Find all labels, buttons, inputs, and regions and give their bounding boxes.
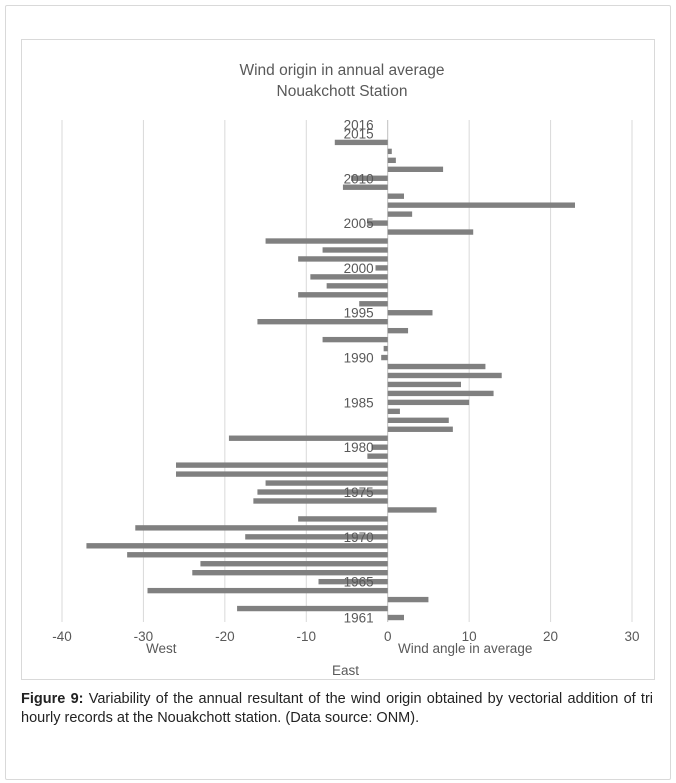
annotation-west: West bbox=[146, 641, 177, 656]
bar-2005 bbox=[367, 220, 388, 226]
bar-1993 bbox=[387, 327, 409, 334]
year-label: 2016 bbox=[344, 117, 374, 132]
bar-2011 bbox=[387, 166, 444, 172]
year-label: 2010 bbox=[344, 171, 374, 186]
chart-subtitle: Nouakchott Station bbox=[277, 83, 408, 100]
caption-text: Variability of the annual resultant of t… bbox=[21, 691, 653, 726]
x-tick-label: 30 bbox=[624, 629, 639, 644]
bar-2010 bbox=[351, 175, 388, 181]
bar-1999 bbox=[310, 274, 388, 280]
bar-1969 bbox=[86, 543, 388, 549]
bar-1967 bbox=[200, 561, 388, 567]
bar-1996 bbox=[359, 301, 388, 307]
year-label: 1970 bbox=[344, 530, 374, 545]
bar-1977 bbox=[176, 471, 388, 477]
bar-2009 bbox=[342, 184, 388, 190]
bar-1995 bbox=[387, 310, 433, 316]
bar-2003 bbox=[265, 238, 388, 244]
year-label: 1985 bbox=[344, 395, 374, 410]
x-tick-label: -10 bbox=[297, 629, 317, 644]
year-label: 1961 bbox=[344, 611, 374, 626]
bar-1968 bbox=[127, 552, 388, 558]
bar-1997 bbox=[298, 292, 388, 298]
bar-2006 bbox=[387, 211, 413, 217]
x-tick-label: -40 bbox=[52, 629, 72, 644]
bar-1966 bbox=[192, 570, 388, 576]
bar-1979 bbox=[367, 453, 388, 459]
bar-1976 bbox=[265, 480, 388, 486]
year-label: 2015 bbox=[344, 126, 374, 141]
bar-1961 bbox=[387, 614, 404, 621]
x-tick-label: 0 bbox=[384, 629, 392, 644]
bar-2000 bbox=[375, 265, 388, 271]
bar-1988 bbox=[387, 372, 502, 379]
x-tick-label: -20 bbox=[215, 629, 235, 644]
year-label: 2000 bbox=[344, 261, 374, 276]
annotation-wind-angle: Wind angle in average bbox=[398, 641, 532, 656]
year-label: 1980 bbox=[344, 440, 374, 455]
wind-origin-bar-chart: Wind origin in annual average Nouakchott… bbox=[52, 62, 639, 678]
bar-2013 bbox=[387, 148, 392, 155]
bar-2004 bbox=[387, 229, 474, 235]
year-label: 1965 bbox=[344, 575, 374, 590]
bar-1984 bbox=[387, 408, 400, 415]
bar-2007 bbox=[387, 202, 575, 208]
year-label: 1995 bbox=[344, 306, 374, 321]
bar-1970 bbox=[245, 534, 388, 540]
bar-1963 bbox=[387, 596, 429, 603]
bar-1965 bbox=[318, 578, 388, 585]
annotation-east: East bbox=[332, 663, 359, 678]
year-label: 1975 bbox=[344, 485, 374, 500]
bar-1983 bbox=[387, 417, 449, 423]
x-tick-label: 10 bbox=[462, 629, 477, 644]
x-tick-labels: -40 -30 -20 -10 0 10 20 30 bbox=[52, 629, 639, 644]
x-tick-label: 20 bbox=[543, 629, 558, 644]
bar-1973 bbox=[387, 507, 437, 513]
bar-1972 bbox=[298, 516, 388, 522]
bar-1974 bbox=[253, 498, 388, 504]
bar-1994 bbox=[257, 319, 388, 325]
bar-1992 bbox=[322, 336, 388, 343]
bar-2002 bbox=[322, 247, 388, 253]
bar-1975 bbox=[257, 489, 388, 495]
bar-1991 bbox=[383, 345, 388, 352]
year-label: 2005 bbox=[344, 216, 374, 231]
bar-1987 bbox=[387, 381, 461, 388]
bar-1998 bbox=[326, 283, 388, 289]
bar-1985 bbox=[387, 399, 470, 406]
caption-label: Figure 9: bbox=[21, 691, 84, 707]
bar-1971 bbox=[135, 525, 388, 531]
chart-title: Wind origin in annual average bbox=[239, 62, 444, 79]
bar-1962 bbox=[237, 605, 388, 612]
bar-2001 bbox=[298, 256, 388, 262]
bar-1986 bbox=[387, 390, 494, 397]
bar-2014 bbox=[334, 139, 388, 146]
bar-1978 bbox=[176, 462, 388, 468]
bar-1981 bbox=[228, 435, 388, 441]
bar-2008 bbox=[387, 193, 404, 199]
bars bbox=[86, 139, 575, 621]
bar-1980 bbox=[371, 444, 388, 450]
year-label: 1990 bbox=[344, 351, 374, 366]
figure-caption: Figure 9: Variability of the annual resu… bbox=[21, 690, 653, 728]
chart-area: Wind origin in annual average Nouakchott… bbox=[21, 39, 655, 680]
bar-1964 bbox=[147, 587, 388, 594]
bar-1990 bbox=[381, 354, 388, 361]
bar-1982 bbox=[387, 426, 453, 432]
year-labels: 1961 1965 1970 1975 1980 1985 1990 1995 2000 2005… bbox=[344, 117, 374, 625]
bar-1989 bbox=[387, 363, 486, 370]
x-tick-label: -30 bbox=[134, 629, 154, 644]
bar-2012 bbox=[387, 157, 396, 164]
